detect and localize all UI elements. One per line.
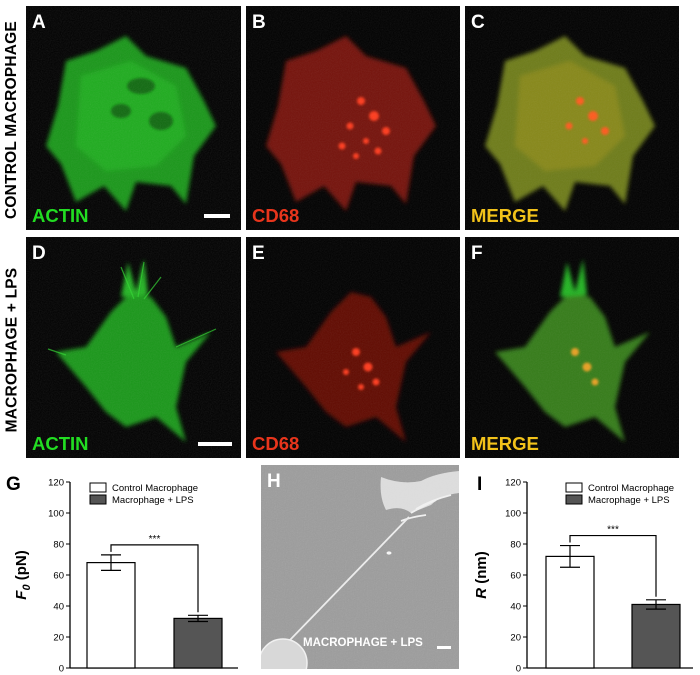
chart-g: 0 20 40 60 80 100 120 F0 (pN) *** Control Macroph… [13, 478, 238, 675]
y-tick-label: 80 [53, 540, 64, 551]
sem-caption: MACROPHAGE + LPS [303, 637, 423, 649]
channel-label: ACTIN [32, 205, 89, 226]
panel-letter: D [32, 243, 46, 264]
legend-swatch [89, 482, 107, 493]
channel-label: MERGE [471, 433, 539, 454]
channel-label: CD68 [252, 433, 300, 454]
bar-control [86, 561, 136, 669]
legend-swatch [565, 482, 583, 493]
y-axis-label: R (nm) [473, 551, 490, 599]
legend-swatch [565, 494, 583, 505]
cell-image-a [26, 6, 241, 230]
y-tick-label: 0 [516, 664, 521, 675]
row-label-lps-text: MACROPHAGE + LPS [3, 267, 20, 433]
row-label-control: CONTROL MACROPHAGE [0, 6, 24, 234]
y-tick-label: 120 [48, 478, 64, 489]
panel-h-sem: H MACROPHAGE + LPS [261, 465, 459, 669]
panel-letter: B [252, 12, 266, 33]
channel-label: CD68 [252, 205, 300, 226]
legend-label: Macrophage + LPS [588, 495, 670, 506]
bar-control [545, 555, 595, 669]
y-tick-label: 60 [510, 571, 521, 582]
y-tick-label: 100 [48, 509, 64, 520]
scale-bar [198, 442, 232, 446]
y-tick-label: 0 [59, 664, 64, 675]
cell-image-c [465, 6, 679, 230]
panel-letter: A [32, 12, 46, 33]
legend-swatch [89, 494, 107, 505]
sem-image [261, 465, 459, 669]
panel-e-cd68: E CD68 [246, 237, 460, 458]
channel-label: ACTIN [32, 433, 89, 454]
y-axis-label: F0 (pN) [13, 550, 33, 599]
panel-letter: F [471, 243, 483, 264]
panel-c-merge: C MERGE [465, 6, 679, 230]
legend-label: Macrophage + LPS [112, 495, 194, 506]
scale-bar [437, 646, 451, 649]
significance-label: *** [607, 525, 619, 536]
significance-bracket [110, 544, 199, 613]
panel-b-cd68: B CD68 [246, 6, 460, 230]
panel-letter: E [252, 243, 265, 264]
chart-i: 0 20 40 60 80 100 120 R (nm) *** Control Macropha… [473, 478, 693, 675]
legend-label: Control Macrophage [112, 483, 198, 494]
y-tick-label: 100 [505, 509, 521, 520]
cell-image-d [26, 237, 241, 458]
bar-lps [631, 603, 681, 669]
panel-letter: C [471, 12, 485, 33]
panel-letter-h: H [267, 471, 281, 492]
panel-letter-g: G [6, 474, 21, 495]
y-tick-label: 80 [510, 540, 521, 551]
cell-image-e [246, 237, 460, 458]
significance-bracket [569, 534, 657, 597]
cell-image-b [246, 6, 460, 230]
y-tick-label: 120 [505, 478, 521, 489]
channel-label: MERGE [471, 205, 539, 226]
panel-f-merge: F MERGE [465, 237, 679, 458]
y-tick-label: 20 [510, 633, 521, 644]
y-tick-label: 20 [53, 633, 64, 644]
cell-image-f [465, 237, 679, 458]
scale-bar [204, 214, 230, 218]
row-label-control-text: CONTROL MACROPHAGE [3, 21, 20, 219]
panel-letter-i: I [477, 474, 483, 495]
legend-label: Control Macrophage [588, 483, 674, 494]
y-tick-label: 40 [53, 602, 64, 613]
y-tick-label: 60 [53, 571, 64, 582]
row-label-lps: MACROPHAGE + LPS [0, 240, 24, 460]
panel-d-actin: D ACTIN [26, 237, 241, 458]
significance-label: *** [149, 534, 161, 545]
y-tick-label: 40 [510, 602, 521, 613]
bar-lps [173, 617, 223, 669]
panel-a-actin: A ACTIN [26, 6, 241, 230]
